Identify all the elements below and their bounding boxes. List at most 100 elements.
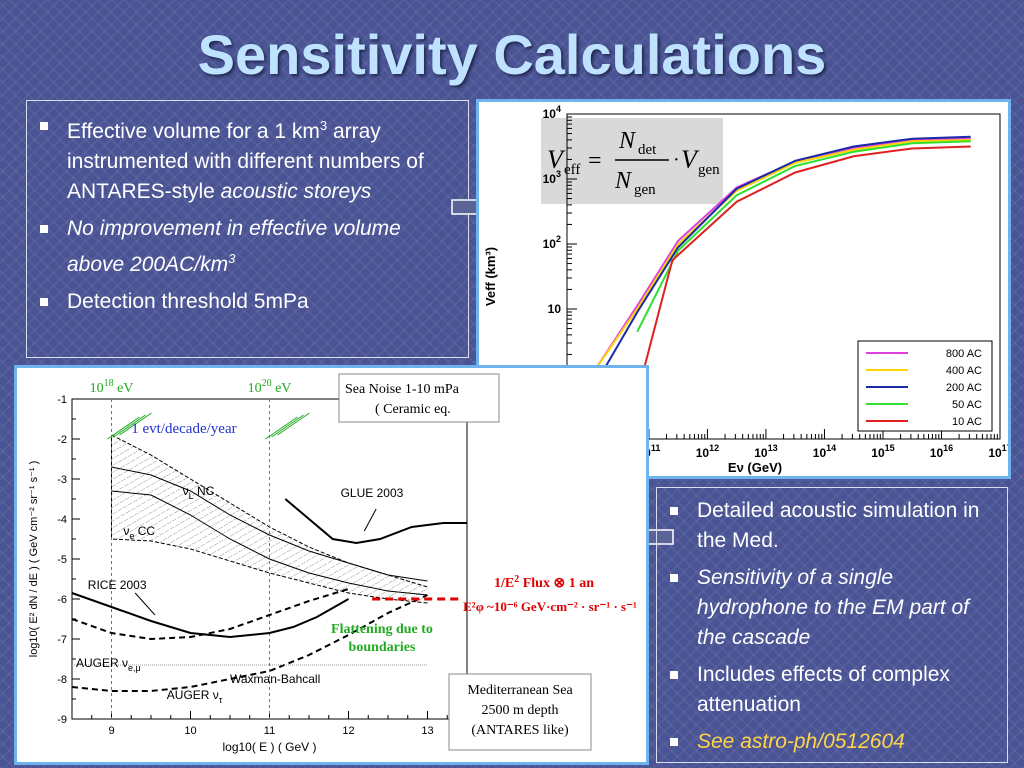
auger-e-label: AUGER νe,μ: [76, 656, 141, 673]
sea-noise-box: [338, 373, 500, 423]
x-tick-label: 11: [264, 725, 275, 737]
y-tick-label: -9: [57, 714, 67, 726]
superscript: 3: [228, 251, 236, 266]
x-tick-label: 1012: [696, 443, 719, 460]
marker-hatch: [277, 412, 310, 436]
bullet-text: array instrumented with different number…: [67, 120, 424, 203]
nu-l-nc-label: νL NC: [183, 484, 215, 501]
y-tick-label: 104: [543, 104, 561, 121]
bullet-text: Sensitivity of a single hydrophone to th…: [697, 566, 970, 649]
x-tick-label: 1013: [754, 443, 777, 460]
y-tick-label: -5: [57, 554, 67, 566]
flux-label: 1/E2 Flux ⊗ 1 an: [494, 574, 594, 591]
x-axis-label: log10( E ) ( GeV ): [222, 740, 316, 754]
reference-link[interactable]: See astro-ph/0512604: [697, 730, 905, 753]
marker-hatch: [271, 414, 304, 438]
bottom-right-bullet-box: Detailed acoustic simulation in the Med.…: [656, 487, 1008, 763]
nu-l-nc-line: [111, 466, 428, 582]
veff-chart: V eff = N det N gen · V gen 10-111010210…: [483, 104, 1012, 475]
svg-text:V: V: [681, 145, 700, 174]
y-tick-label: 103: [543, 169, 561, 186]
x-tick-label: 9: [108, 725, 114, 737]
flattening-label: Flattening due to: [331, 622, 433, 637]
svg-text:N: N: [618, 128, 637, 154]
y-tick-label: -7: [57, 634, 67, 646]
bullet-simulation: Detailed acoustic simulation in the Med.: [657, 496, 999, 556]
marker-hatch: [265, 416, 298, 440]
marker-hatch: [119, 412, 152, 436]
bullet-sensitivity: Sensitivity of a single hydrophone to th…: [657, 563, 999, 653]
mediterranean-label: 2500 m depth: [482, 703, 559, 718]
flattening-label-2: boundaries: [349, 640, 416, 655]
rice-pointer: [134, 592, 156, 616]
x-tick-label: 12: [342, 725, 354, 737]
limit-curve-2: [71, 588, 349, 641]
bullet-threshold: Detection threshold 5mPa: [27, 287, 460, 317]
bullet-text: No improvement in effective volume above…: [67, 217, 401, 276]
y-tick-label: -4: [57, 514, 67, 526]
y-tick-label: -6: [57, 594, 67, 606]
flux-formula: E²φ ~10⁻⁶ GeV·cm⁻² · sr⁻¹ · s⁻¹: [463, 599, 637, 614]
svg-text:det: det: [638, 142, 657, 158]
band-lower-edge: [111, 538, 428, 604]
mediterranean-box: [448, 673, 592, 751]
series-line-200-ac: [577, 135, 971, 414]
rate-annotation: 1 evt/decade/year: [131, 421, 236, 437]
legend-label: 10 AC: [952, 416, 982, 428]
legend-label: 200 AC: [946, 382, 982, 394]
svg-text:eff: eff: [564, 162, 580, 178]
mediterranean-label: Mediterranean Sea: [467, 683, 573, 698]
legend-label: 800 AC: [946, 348, 982, 360]
energy-marker-label: 1018 eV: [90, 378, 134, 396]
svg-text:·: ·: [673, 149, 680, 171]
auger-tau-label: AUGER ντ: [167, 688, 223, 705]
y-tick-label: 102: [543, 234, 561, 251]
formula-box: V eff = N det N gen · V gen: [541, 118, 723, 204]
mediterranean-label: (ANTARES like): [471, 723, 569, 738]
glue-pointer: [363, 508, 377, 532]
bullet-text: Detailed acoustic simulation in the Med.: [697, 499, 980, 552]
x-axis-label: Eν (GeV): [728, 460, 782, 475]
sea-noise-label-2: ( Ceramic eq.: [375, 402, 451, 417]
bullet-text: Effective volume for a 1 km: [67, 120, 320, 143]
bullet-attenuation: Includes effects of complex attenuation: [657, 660, 999, 720]
bullet-italic-text: acoustic storeys: [220, 180, 372, 203]
legend-label: 50 AC: [952, 399, 982, 411]
x-tick-label: 1016: [930, 443, 953, 460]
x-tick-label: 1017: [988, 443, 1008, 460]
svg-text:V: V: [547, 145, 566, 174]
limit-curve-0: [284, 498, 467, 545]
waxman-bahcall-label: Waxman-Bahcall: [230, 672, 320, 686]
y-tick-label: 10: [548, 302, 562, 316]
y-axis-label: log10( E² dN / dE ) ( GeV cm⁻² sr⁻¹ s⁻¹ …: [28, 461, 40, 658]
sea-noise-label: Sea Noise 1-10 mPa: [345, 382, 460, 397]
limit-curve-1: [71, 592, 349, 639]
y-tick-label: -8: [57, 674, 67, 686]
energy-marker-label: 1020 eV: [248, 378, 292, 396]
bullet-text: Detection threshold 5mPa: [67, 290, 309, 313]
svg-text:=: =: [588, 148, 602, 174]
bullet-effective-volume: Effective volume for a 1 km3 array instr…: [27, 111, 460, 207]
y-tick-label: -2: [57, 434, 67, 446]
marker-hatch: [113, 414, 146, 438]
x-tick-label: 10: [184, 725, 196, 737]
bullet-reference-link[interactable]: See astro-ph/0512604: [657, 727, 999, 757]
top-left-bullet-box: Effective volume for a 1 km 3 array instr…: [26, 100, 469, 358]
svg-text:N: N: [614, 168, 633, 194]
x-tick-label: 13: [421, 725, 433, 737]
x-tick-label: 1014: [813, 443, 836, 460]
series-line-10-ac: [636, 145, 971, 396]
legend: 800 AC 400 AC 200 AC 50 AC 10 AC: [857, 340, 993, 432]
x-tick-label: 1015: [871, 443, 894, 460]
y-tick-label: -3: [57, 474, 67, 486]
nu-e-cc-label: νe CC: [123, 524, 155, 541]
bullet-no-improvement: No improvement in effective volume above…: [27, 214, 460, 280]
y-axis-label: Veff (km³): [483, 247, 498, 306]
nu-e-cc-line: [111, 490, 428, 596]
series-line-400-ac: [577, 139, 971, 395]
veff-chart-panel: V eff = N det N gen · V gen 10-111010210…: [476, 99, 1012, 479]
svg-text:gen: gen: [698, 162, 720, 178]
svg-text:gen: gen: [634, 182, 656, 198]
glue-label: GLUE 2003: [341, 486, 404, 500]
sensitivity-chart: -1 -2 -3 -4 -5 -6 -7 -8 -9 9 10 11 12 13 log10( E ) ( …: [28, 373, 637, 754]
